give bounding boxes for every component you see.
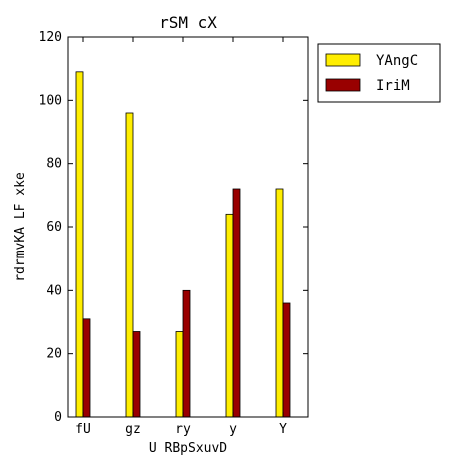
y-tick-label-40: 40	[46, 283, 62, 298]
bar-y-YAngC	[225, 213, 234, 418]
bar-gz-IriM	[132, 331, 141, 418]
bar-y-IriM	[232, 188, 241, 418]
x-tick-label-Y: Y	[279, 422, 287, 437]
bar-ry-IriM	[182, 289, 191, 418]
bar-gz-YAngC	[125, 112, 134, 418]
y-tick-label-100: 100	[39, 93, 62, 108]
x-tick-label-y: y	[229, 422, 237, 437]
x-tick-label-fU: fU	[75, 422, 91, 437]
legend-box	[317, 43, 441, 103]
x-axis-label: U RBpSxuvD	[149, 441, 227, 456]
bar-Y-YAngC	[275, 188, 284, 418]
bars-group	[75, 71, 291, 418]
legend-label-IriM: IriM	[376, 78, 410, 94]
chart-title: rSM cX	[159, 13, 217, 32]
y-tick-label-120: 120	[39, 30, 62, 45]
y-tick-label-80: 80	[46, 157, 62, 172]
bar-fU-IriM	[82, 318, 91, 418]
y-tick-label-20: 20	[46, 347, 62, 362]
ticks-group: 0 20 40 60 80 100 120 fU gz ry y Y	[39, 30, 308, 437]
legend-swatch-IriM	[325, 78, 361, 92]
bar-fU-YAngC	[75, 71, 84, 418]
y-tick-label-0: 0	[54, 410, 62, 425]
bar-Y-IriM	[282, 302, 291, 418]
legend-swatch-YAngC	[325, 53, 361, 67]
y-tick-label-60: 60	[46, 220, 62, 235]
legend-label-YAngC: YAngC	[376, 53, 418, 69]
legend: YAngC IriM	[317, 43, 441, 103]
y-axis-label: rdrmvKA LF xke	[13, 172, 28, 282]
x-tick-label-gz: gz	[125, 422, 141, 437]
bar-ry-YAngC	[175, 331, 184, 418]
x-tick-label-ry: ry	[175, 422, 191, 437]
plot-frame	[67, 36, 309, 418]
